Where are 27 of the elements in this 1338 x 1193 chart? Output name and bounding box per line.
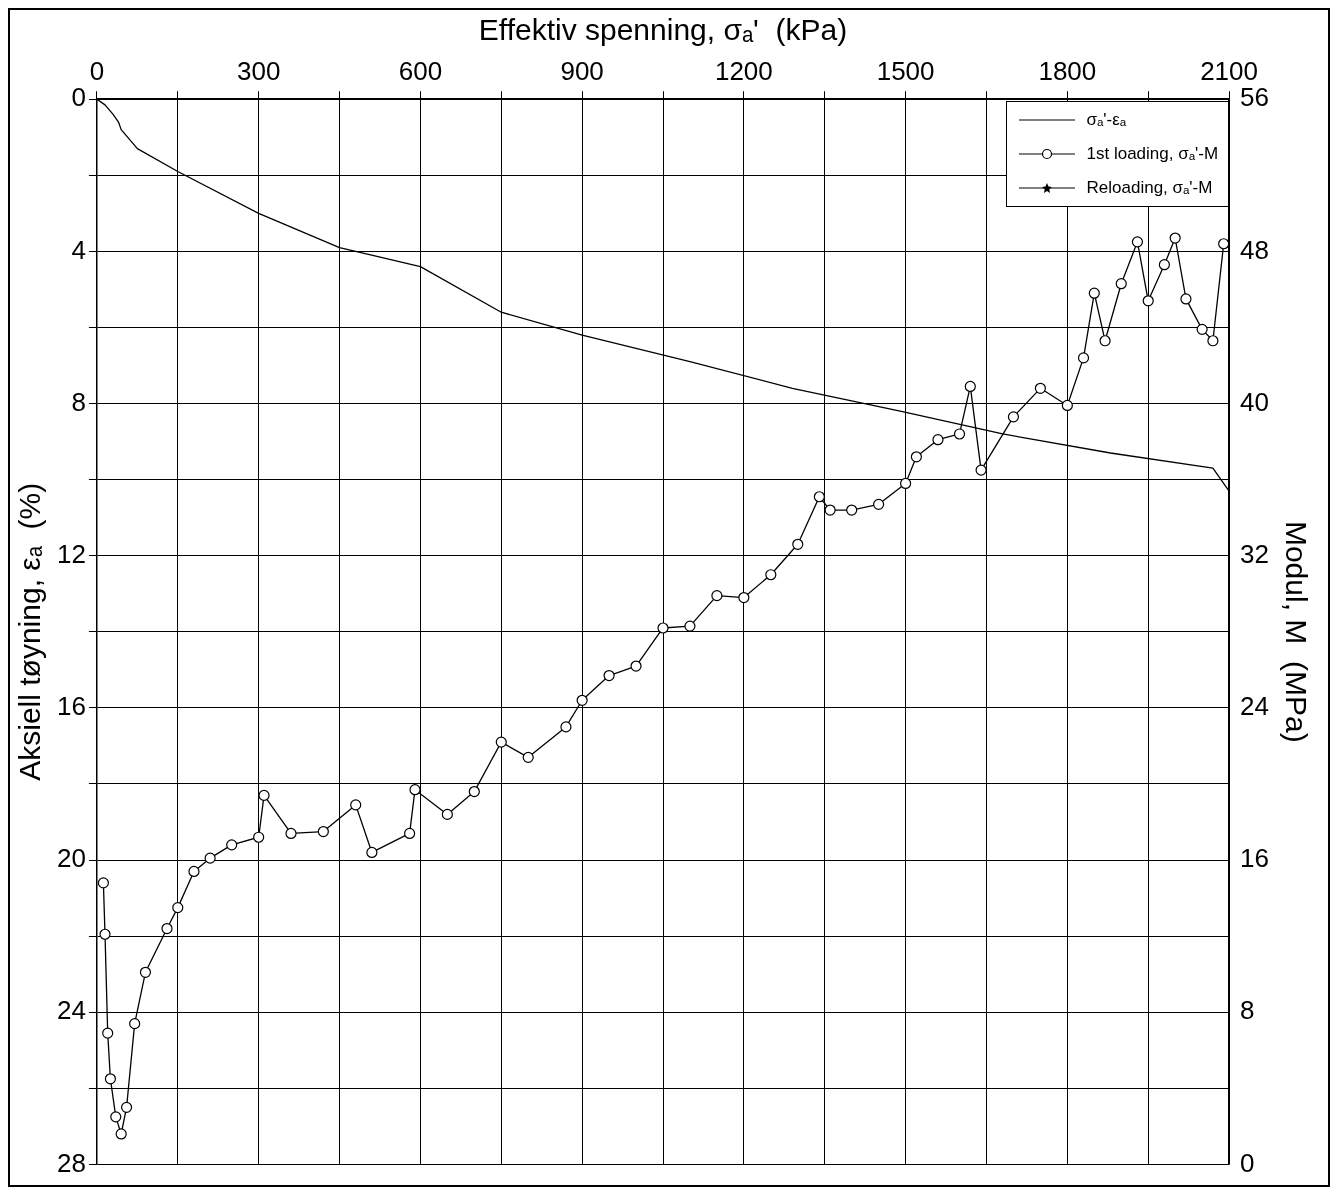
x-tick-label: 1500	[876, 55, 935, 86]
y2-tick-label: 0	[1240, 1147, 1255, 1178]
x-tick-label: 900	[560, 55, 604, 86]
y-tick-label: 4	[71, 234, 86, 265]
y2-axis-title: Modul, M (MPa)	[1279, 520, 1313, 743]
y2-tick-label: 40	[1240, 386, 1269, 417]
y2-tick-label: 32	[1240, 538, 1269, 569]
y-tick-label: 8	[71, 386, 86, 417]
x-tick-label: 1200	[714, 55, 773, 86]
x-tick-label: 600	[398, 55, 443, 86]
legend-label: Reloading, σₐ'-M	[1086, 178, 1213, 199]
legend-label: σₐ'-εₐ	[1086, 110, 1127, 131]
y-tick-label: 12	[57, 538, 86, 569]
y-axis-title: Aksiell tøyning, εₐ (%)	[13, 482, 47, 781]
y-tick-label: 28	[57, 1147, 86, 1178]
x-axis-title: Effektiv spenning, σₐ' (kPa)	[478, 13, 848, 47]
y-tick-label: 0	[71, 82, 86, 113]
y-tick-label: 24	[57, 995, 86, 1026]
y-tick-label: 20	[57, 843, 86, 874]
x-tick-label: 1800	[1038, 55, 1097, 86]
y2-tick-label: 8	[1240, 995, 1255, 1026]
y2-tick-label: 24	[1240, 691, 1269, 722]
y2-tick-label: 48	[1240, 234, 1269, 265]
x-tick-label: 300	[236, 55, 281, 86]
legend-label: 1st loading, σₐ'-M	[1086, 144, 1219, 165]
y-tick-label: 16	[57, 691, 86, 722]
y2-tick-label: 16	[1240, 843, 1269, 874]
